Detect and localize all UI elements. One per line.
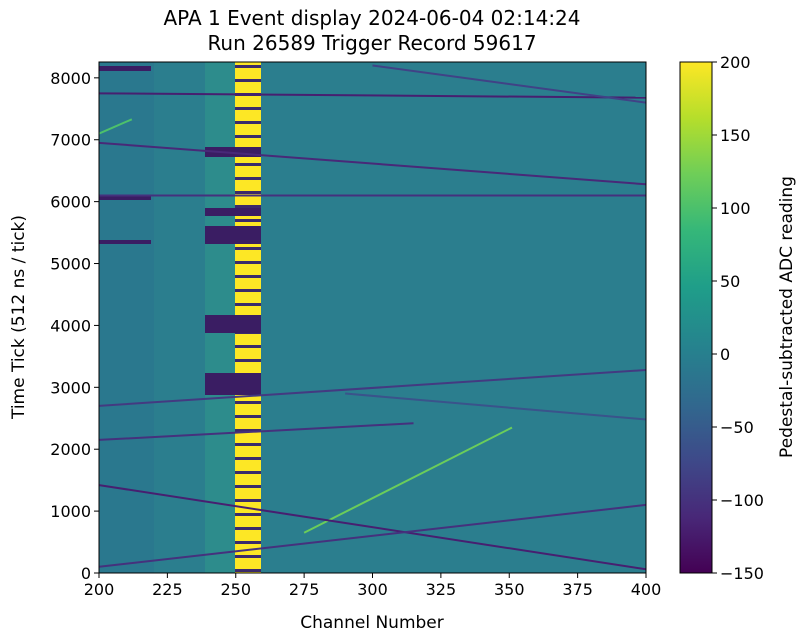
- colorbar-tick-label: 200: [720, 53, 751, 72]
- heatmap-background: [99, 62, 646, 573]
- y-tick-label: 5000: [50, 255, 91, 274]
- y-tick-label: 2000: [50, 440, 91, 459]
- y-tick-label: 4000: [50, 316, 91, 335]
- colorbar-tick-label: 50: [720, 272, 740, 291]
- y-tick-label: 0: [81, 564, 91, 583]
- track: [303, 426, 513, 534]
- track: [99, 141, 646, 186]
- colorbar-tick-label: 150: [720, 126, 751, 145]
- heatmap: [99, 62, 646, 573]
- track: [99, 484, 646, 571]
- colorbar-tick-label: −50: [720, 418, 754, 437]
- x-tick-label: 350: [494, 580, 525, 599]
- colorbar-tick-label: −150: [720, 564, 764, 583]
- y-tick-label: 3000: [50, 378, 91, 397]
- noisy-block: [205, 208, 261, 216]
- track: [345, 392, 646, 421]
- x-tick-label: 275: [289, 580, 320, 599]
- noisy-block: [205, 315, 261, 333]
- chart-title: APA 1 Event display 2024-06-04 02:14:24: [163, 6, 580, 30]
- colorbar: [679, 61, 713, 574]
- noisy-block: [99, 66, 151, 71]
- colorbar-tick-label: −100: [720, 491, 764, 510]
- noisy-block: [205, 373, 261, 395]
- colorbar-label: Pedestal-subtracted ADC reading: [777, 176, 797, 458]
- x-tick-label: 225: [152, 580, 183, 599]
- noisy-block: [99, 195, 151, 200]
- x-tick-label: 300: [357, 580, 388, 599]
- heatmap-region: [99, 62, 154, 573]
- noisy-block: [205, 226, 261, 244]
- colorbar-tick-label: 0: [720, 345, 730, 364]
- y-axis-label: Time Tick (512 ns / tick): [9, 215, 29, 420]
- x-tick-label: 375: [562, 580, 593, 599]
- y-tick-label: 1000: [50, 502, 91, 521]
- x-tick-label: 200: [84, 580, 115, 599]
- track: [99, 422, 414, 441]
- track: [99, 92, 646, 99]
- x-tick-label: 400: [631, 580, 662, 599]
- y-tick-label: 6000: [50, 193, 91, 212]
- track: [372, 64, 646, 104]
- y-tick-label: 7000: [50, 131, 91, 150]
- chart-subtitle: Run 26589 Trigger Record 59617: [207, 31, 536, 55]
- x-tick-label: 250: [220, 580, 251, 599]
- colorbar-tick-label: 100: [720, 199, 751, 218]
- track: [99, 368, 646, 407]
- y-tick-label: 8000: [50, 69, 91, 88]
- x-axis-label: Channel Number: [300, 613, 444, 633]
- noisy-block: [99, 240, 151, 244]
- track: [99, 118, 133, 135]
- track: [99, 503, 646, 568]
- x-tick-label: 325: [426, 580, 457, 599]
